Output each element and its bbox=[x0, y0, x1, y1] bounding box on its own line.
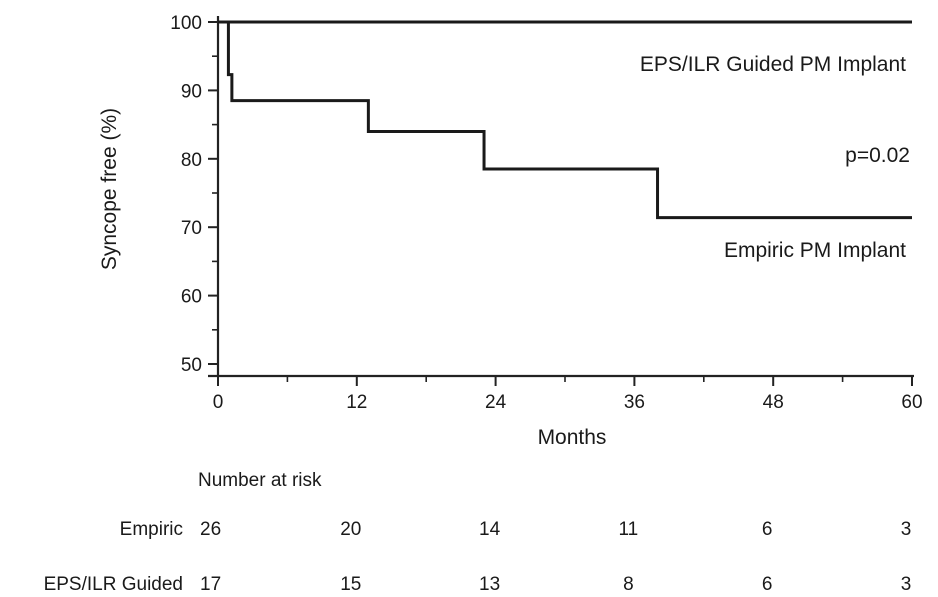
risk-cell: 3 bbox=[900, 519, 912, 540]
risk-cell: 8 bbox=[623, 574, 634, 595]
x-tick-label: 60 bbox=[901, 392, 922, 413]
axes-layer: 50 60 70 80 90 100 0 12 24 36 48 60 bbox=[170, 13, 922, 413]
risk-table-title: Number at risk bbox=[198, 470, 322, 491]
y-tick-label: 70 bbox=[181, 218, 202, 239]
risk-cell: 17 bbox=[200, 574, 222, 595]
risk-cell: 15 bbox=[340, 574, 362, 595]
risk-cell: 13 bbox=[479, 574, 501, 595]
risk-row-label-eps-ilr: EPS/ILR Guided bbox=[43, 574, 183, 595]
risk-cell: 14 bbox=[479, 519, 501, 540]
risk-cell: 6 bbox=[761, 519, 773, 540]
series-label-empiric: Empiric PM Implant bbox=[724, 239, 906, 262]
y-tick-label: 50 bbox=[181, 355, 202, 376]
y-tick-label: 80 bbox=[181, 150, 202, 171]
risk-cell: 6 bbox=[761, 574, 773, 595]
x-tick-label: 24 bbox=[485, 392, 507, 413]
x-tick-label: 36 bbox=[624, 392, 645, 413]
x-tick-label: 48 bbox=[763, 392, 784, 413]
risk-cell: 11 bbox=[618, 519, 639, 540]
y-tick-label: 90 bbox=[181, 81, 202, 102]
risk-cell: 3 bbox=[900, 574, 912, 595]
risk-cell: 20 bbox=[340, 519, 362, 540]
series-line-empiric bbox=[218, 20, 912, 220]
p-value-annotation: p=0.02 bbox=[845, 144, 910, 167]
series-layer bbox=[218, 20, 912, 220]
x-axis-title: Months bbox=[538, 426, 607, 449]
risk-row-label-empiric: Empiric bbox=[119, 519, 183, 540]
risk-cell: 26 bbox=[200, 519, 222, 540]
x-tick-label: 0 bbox=[213, 392, 224, 413]
series-label-eps-ilr: EPS/ILR Guided PM Implant bbox=[640, 53, 906, 76]
y-axis-title: Syncope free (%) bbox=[98, 108, 121, 270]
x-tick-label: 12 bbox=[346, 392, 367, 413]
y-tick-label: 60 bbox=[181, 287, 202, 308]
y-tick-label: 100 bbox=[170, 13, 202, 34]
